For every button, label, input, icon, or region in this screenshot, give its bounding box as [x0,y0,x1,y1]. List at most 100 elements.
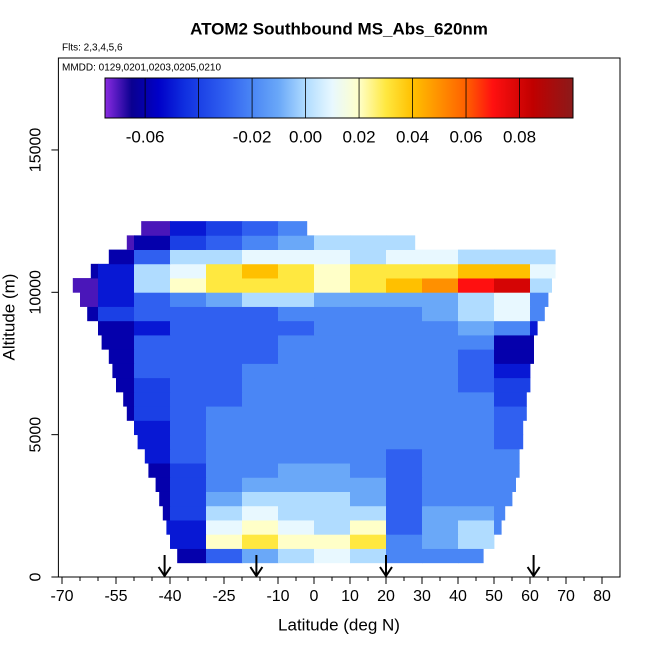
x-tick-label: -55 [104,588,127,605]
heatmap-cell [206,520,243,535]
x-tick-label: -70 [50,588,73,605]
heatmap-cell [278,448,315,464]
heatmap-cell [422,292,459,307]
heatmap-cell [350,434,387,450]
heatmap-cell [242,363,279,379]
heatmap-cell [350,505,387,521]
heatmap-cell [314,406,351,421]
heatmap-cell [350,235,387,251]
heatmap-cell [278,221,308,236]
heatmap-cell [278,434,315,450]
heatmap-cell [458,263,495,279]
heatmap-cell [494,477,516,492]
heatmap-cell [206,448,243,464]
heatmap-cell [242,520,279,535]
heatmap-cell [206,235,243,251]
heatmap-cell [386,420,423,436]
heatmap-cell [170,349,207,364]
heatmap-cell [134,263,171,279]
heatmap-cell [314,377,351,393]
heatmap-cell [123,391,135,407]
heatmap-cell [134,306,171,322]
heatmap-cell [170,406,207,421]
heatmap-cell [206,335,243,350]
heatmap-cell [242,391,279,407]
heatmap-cell [278,249,315,265]
heatmap-cell [141,221,171,236]
heatmap-cell [242,477,279,492]
heatmap-cell [386,249,423,265]
heatmap-cell [422,249,459,265]
heatmap-cell [134,278,171,293]
heatmap-cell [458,448,495,464]
heatmap-cell [134,320,171,336]
heatmap-cell [314,349,351,364]
heatmap-cell [350,292,387,307]
heatmap-cell [350,491,387,507]
heatmap-cell [494,278,531,293]
heatmap-cell [137,434,171,450]
heatmap-cell [206,420,243,436]
colorbar-tick-label: 0.08 [503,127,536,146]
heatmap-cell [278,235,315,251]
heatmap-cell [278,548,315,564]
heatmap-cell [350,306,387,322]
heatmap-cell [350,548,387,564]
heatmap-cell [314,534,351,549]
arrow-head [379,566,393,578]
y-axis-title: Altitude (m) [0,274,18,361]
heatmap-cell [134,391,171,407]
heatmap-cell [314,306,351,322]
heatmap-cell [206,477,243,492]
heatmap-cell [278,278,315,293]
heatmap-cell [206,349,243,364]
x-tick-label: 20 [377,588,395,605]
heatmap-cell [530,278,552,293]
heatmap-cell [134,363,171,379]
heatmap-cell [494,249,531,265]
heatmap-cell [422,263,459,279]
heatmap-cell [494,448,520,464]
heatmap-cell [386,263,423,279]
heatmap-cell [170,477,207,492]
heatmap-cell [350,406,387,421]
colorbar-tick-label: 0.02 [343,127,376,146]
heatmap-cell [494,391,527,407]
annotation: Flts: 2,3,4,5,6 [62,43,123,54]
heatmap-cell [242,349,279,364]
heatmap-cell [422,491,459,507]
heatmap-cell [458,363,495,379]
heatmap-cell [206,292,243,307]
heatmap-cell [242,434,279,450]
heatmap-cell [159,491,171,507]
heatmap-cell [494,505,506,521]
heatmap-cell [206,391,243,407]
heatmap-cell [458,278,495,293]
heatmap-cell [242,463,279,478]
heatmap-cell [386,306,423,322]
heatmap-cell [458,534,495,549]
heatmap-cell [458,391,495,407]
heatmap-cell [422,477,459,492]
heatmap-cell [314,434,351,450]
heatmap-cell [206,221,243,236]
heatmap-cell [386,235,416,251]
heatmap-cell [98,320,135,336]
heatmap-cell [170,263,207,279]
heatmap-cell [314,320,351,336]
heatmap-cell [134,420,171,436]
heatmap-cell [242,505,279,521]
heatmap-cell [278,463,315,478]
heatmap-cell [458,249,495,265]
heatmap-cell [206,463,243,478]
colorbar-tick-label: 0.06 [449,127,482,146]
colorbar [104,77,574,119]
heatmap-cell [386,491,423,507]
heatmap-cell [350,335,387,350]
heatmap-cell [350,377,387,393]
heatmap-cell [386,434,423,450]
arrow-head [249,566,264,578]
heatmap-cell [170,491,207,507]
heatmap-cell [177,548,207,564]
heatmap-cell [206,306,243,322]
